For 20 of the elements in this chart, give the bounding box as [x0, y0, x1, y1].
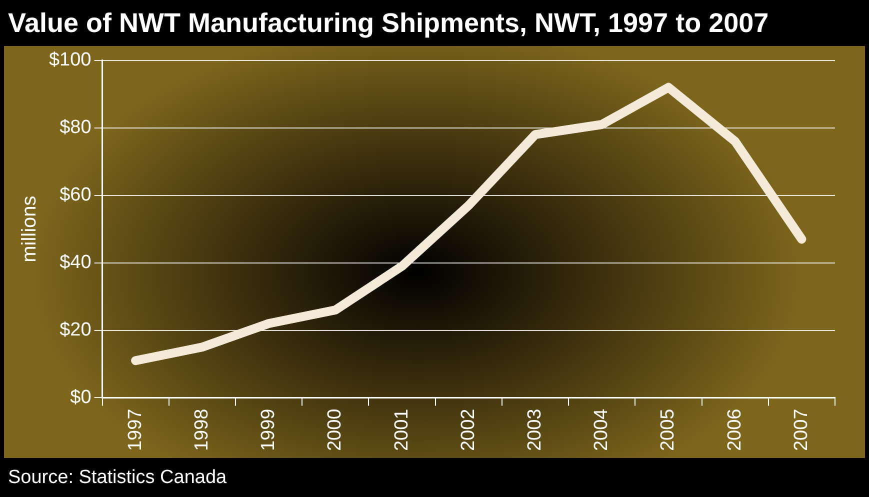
x-tick-label: 2002 [458, 408, 479, 452]
x-tick-label: 2003 [524, 408, 546, 452]
x-tick-label: 2006 [724, 408, 746, 452]
x-tick-label: 1999 [258, 408, 280, 452]
y-tick-label: $100 [48, 50, 92, 71]
x-tick-label: 2000 [324, 408, 346, 452]
x-tick-label: 2004 [591, 408, 612, 452]
y-tick-label: $0 [70, 386, 92, 408]
source-note: Source: Statistics Canada [8, 467, 227, 488]
x-tick-label: 2001 [391, 408, 412, 452]
x-tick-label: 2007 [790, 408, 812, 452]
y-tick-label: $20 [60, 320, 92, 340]
chart-title: Value of NWT Manufacturing Shipments, NWT, 1997 to 2007 [7, 7, 770, 40]
y-tick-label: $40 [60, 252, 92, 274]
y-tick-label: $80 [60, 117, 92, 138]
x-tick-label: 1997 [124, 408, 146, 452]
y-tick-label: $60 [60, 184, 92, 206]
y-axis-title: millions [18, 196, 41, 262]
x-tick-label: 2005 [658, 408, 679, 452]
x-tick-label: 1998 [191, 408, 212, 452]
